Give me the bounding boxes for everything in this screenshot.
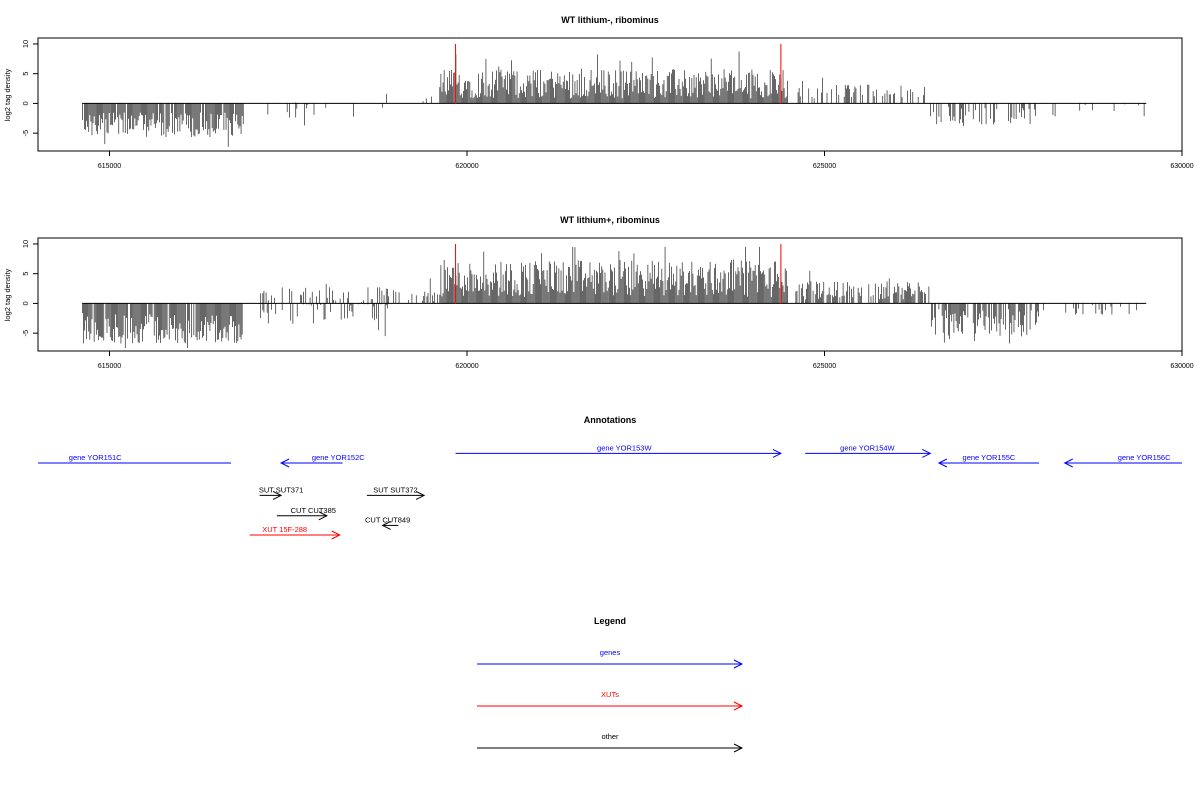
arrowhead [1063, 458, 1073, 468]
arrowhead [937, 458, 948, 468]
annotation-feature: CUT CUT385 [276, 506, 336, 521]
legend-item: genes [477, 648, 744, 669]
plot-frame [37, 237, 1183, 352]
arrowhead [318, 511, 328, 521]
annotations-panel: Annotations gene YOR151C gene YOR152Cgene… [38, 415, 1182, 540]
feature-label: CUT CUT849 [365, 515, 410, 524]
annotation-feature: CUT CUT849 [365, 515, 410, 530]
feature-label: XUT 15F-288 [262, 525, 307, 534]
annotations-title: Annotations [584, 415, 637, 425]
y-tick-label: -5 [21, 130, 30, 137]
feature-label: gene YOR156C [1118, 453, 1171, 462]
legend-label: genes [600, 648, 621, 657]
feature-label: gene YOR154W [840, 443, 895, 452]
feature-label: gene YOR153W [597, 443, 652, 452]
x-tick-label: 630000 [1170, 363, 1193, 370]
annotation-feature: SUT SUT371 [259, 485, 303, 500]
legend-label: XUTs [601, 690, 619, 699]
legend-item: XUTs [477, 690, 744, 711]
annotation-features: gene YOR151C gene YOR152C gene YOR153W gene… [38, 443, 1182, 540]
annotation-feature: gene YOR156C [1063, 453, 1182, 468]
y-tick-label: 10 [21, 240, 30, 248]
annotation-feature: gene YOR152C [279, 453, 365, 468]
x-tick-label: 620000 [455, 163, 478, 170]
y-tick-label: 0 [21, 101, 30, 105]
y-tick-label: 5 [21, 72, 30, 76]
arrowhead [733, 743, 744, 753]
annotation-feature: gene YOR153W [455, 443, 783, 458]
x-tick-label: 615000 [98, 363, 121, 370]
y-tick-label: -5 [21, 330, 30, 337]
annotation-feature: SUT SUT372 [366, 485, 426, 500]
annotation-feature: gene YOR154W [805, 443, 932, 458]
annotation-feature: gene YOR155C [937, 453, 1039, 468]
x-tick-label: 620000 [455, 363, 478, 370]
plot-frame [37, 37, 1183, 152]
y-axis-label: log2 tag density [3, 68, 12, 121]
annotation-feature: gene YOR151C [38, 453, 232, 464]
legend-panel: Legend genes XUTs other [477, 616, 744, 753]
arrowhead [733, 659, 744, 669]
arrowhead [331, 530, 341, 540]
legend-item: other [477, 732, 744, 753]
arrowhead [381, 520, 391, 530]
arrowhead [279, 458, 290, 468]
feature-label: gene YOR151C [69, 453, 122, 462]
axes: 615000 620000 625000 630000 -5 0 5 10 [21, 240, 1194, 370]
density-bars [82, 43, 1147, 147]
feature-label: gene YOR155C [963, 453, 1016, 462]
feature-label: SUT SUT371 [259, 485, 303, 494]
arrowhead [272, 490, 283, 500]
axes: 615000 620000 625000 630000 -5 0 5 10 [21, 40, 1194, 170]
feature-label: CUT CUT385 [291, 506, 336, 515]
x-tick-label: 615000 [98, 163, 121, 170]
y-tick-label: 5 [21, 272, 30, 276]
annotation-feature: XUT 15F-288 [249, 525, 341, 540]
x-tick-label: 630000 [1170, 163, 1193, 170]
track-panel-lithium-minus: WT lithium-, ribominus log2 tag density … [3, 15, 1194, 170]
x-tick-label: 625000 [813, 163, 836, 170]
arrowhead [922, 448, 932, 458]
density-bars [82, 243, 1147, 349]
arrowhead [415, 490, 426, 500]
track-panel-lithium-plus: WT lithium+, ribominus log2 tag density … [3, 215, 1194, 370]
feature-label: SUT SUT372 [373, 485, 417, 494]
x-tick-label: 625000 [813, 363, 836, 370]
y-tick-label: 10 [21, 40, 30, 48]
feature-label: gene YOR152C [312, 453, 365, 462]
arrowhead [733, 701, 744, 711]
track-title: WT lithium-, ribominus [561, 15, 659, 25]
track-title: WT lithium+, ribominus [560, 215, 660, 225]
legend-title: Legend [594, 616, 626, 626]
legend-items: genes XUTs other [477, 648, 744, 753]
legend-label: other [601, 732, 619, 741]
y-axis-label: log2 tag density [3, 268, 12, 321]
arrowhead [772, 448, 783, 458]
y-tick-label: 0 [21, 301, 30, 305]
